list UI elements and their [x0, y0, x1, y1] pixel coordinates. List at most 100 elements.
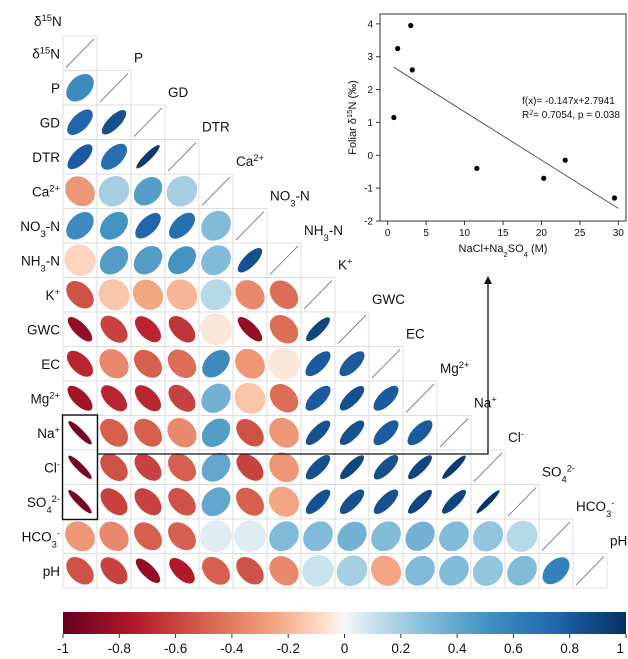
diagonal-mark	[303, 280, 333, 310]
correlation-ellipse	[507, 555, 537, 586]
correlation-ellipse	[439, 555, 469, 586]
colorbar-tick-label: -0.8	[108, 641, 131, 656]
col-label: DTR	[202, 120, 230, 135]
row-label: Mg2+	[30, 390, 60, 407]
correlation-ellipse	[340, 455, 364, 480]
y-tick-label: 0	[367, 151, 373, 162]
correlation-ellipse	[339, 386, 365, 411]
correlation-ellipse	[269, 556, 299, 586]
scatter-point	[391, 114, 397, 121]
correlation-ellipse	[67, 385, 93, 411]
correlation-ellipse	[236, 453, 264, 481]
colorbar-tick-label: -1	[57, 641, 69, 656]
correlation-ellipse	[235, 348, 265, 379]
regression-annotation: R2= 0.7054, p = 0.038	[522, 110, 620, 122]
diagonal-mark	[133, 107, 163, 137]
correlation-ellipse	[236, 487, 264, 516]
inset-scatter-plot: 0 5 10 15 20 25 30 -2 -1 0 1 2 3 4 f(x)= -0.147x+2.794…	[345, 13, 627, 259]
correlation-ellipse	[506, 520, 538, 552]
correlation-ellipse	[101, 110, 127, 135]
correlation-ellipse	[439, 521, 469, 552]
correlation-ellipse	[201, 487, 231, 517]
diagonal-mark	[371, 349, 401, 379]
colorbar-gradient	[63, 612, 626, 634]
correlation-ellipse	[98, 279, 130, 311]
connector-arrowhead	[484, 276, 492, 284]
correlation-ellipse	[66, 211, 94, 240]
correlation-ellipse	[134, 316, 162, 343]
correlation-ellipse	[305, 420, 331, 445]
correlation-ellipse	[305, 351, 331, 377]
row-label: K+	[45, 286, 60, 303]
correlation-ellipse	[200, 520, 232, 553]
correlation-ellipse	[65, 176, 95, 207]
row-label: Na+	[37, 424, 60, 441]
correlation-ellipse	[100, 385, 128, 412]
correlation-ellipse	[168, 453, 196, 482]
correlation-ellipse	[168, 522, 196, 551]
colorbar-tick-label: 0.4	[448, 641, 467, 656]
row-label: GD	[40, 115, 61, 130]
correlation-ellipse	[100, 143, 128, 170]
row-label: SO42-	[27, 493, 60, 515]
correlation-ellipse	[200, 279, 232, 311]
correlation-ellipse	[373, 489, 399, 514]
row-label: EC	[41, 357, 60, 372]
correlation-ellipse	[202, 349, 230, 378]
correlation-ellipse	[134, 488, 162, 516]
correlation-ellipse	[201, 418, 231, 447]
x-tick-label: 25	[574, 228, 586, 239]
colorbar: -1 -0.8 -0.6 -0.4 -0.2 0 0.2 0.4 0.6 0.8 1	[57, 612, 627, 656]
correlation-ellipse	[442, 455, 466, 479]
correlation-ellipse	[133, 246, 163, 275]
correlation-ellipse	[235, 280, 265, 310]
y-tick-label: 4	[367, 19, 373, 30]
row-label: Cl-	[44, 459, 60, 476]
correlation-ellipse	[339, 489, 365, 514]
correlation-ellipse	[168, 212, 196, 239]
correlation-ellipse	[407, 420, 433, 446]
x-tick-label: 30	[613, 228, 625, 239]
correlation-ellipse	[100, 557, 128, 585]
scatter-point	[395, 45, 401, 52]
row-label: HCO3-	[22, 528, 60, 550]
correlation-ellipse	[337, 521, 367, 551]
correlation-ellipse	[169, 557, 195, 584]
correlation-ellipse	[336, 555, 368, 587]
x-tick-label: 15	[497, 228, 509, 239]
correlation-ellipse	[166, 279, 198, 311]
correlation-ellipse	[67, 144, 93, 170]
correlation-ellipse	[168, 246, 196, 275]
correlation-ellipse	[373, 455, 399, 480]
correlation-matrix: δ15NPGDDTRCa2+NO3-NNH3-NK+GWCECMg2+Na+Cl…	[20, 13, 627, 589]
correlation-ellipse	[305, 489, 331, 514]
diagonal-mark	[507, 487, 537, 517]
col-label: P	[134, 51, 143, 66]
correlation-ellipse	[64, 244, 96, 276]
y-tick-label: 2	[367, 85, 373, 96]
correlation-ellipse	[66, 556, 94, 585]
row-label: P	[51, 81, 60, 96]
scatter-point	[562, 157, 568, 163]
colorbar-tick-label: 0.8	[560, 641, 579, 656]
correlation-ellipse	[408, 455, 432, 480]
correlation-ellipse	[237, 248, 263, 273]
col-label: Na+	[474, 394, 497, 411]
x-tick-label: 10	[459, 228, 471, 239]
correlation-ellipse	[269, 280, 299, 309]
correlation-ellipse	[303, 521, 333, 552]
correlation-ellipse	[132, 279, 164, 310]
colorbar-tick-label: -0.4	[220, 641, 244, 656]
colorbar-tick-label: -0.2	[277, 641, 300, 656]
scatter-point	[408, 22, 414, 29]
y-tick-label: 3	[367, 52, 373, 63]
regression-line	[393, 66, 619, 209]
x-tick-label: 5	[423, 228, 429, 239]
correlation-ellipse	[236, 556, 264, 585]
diagonal-mark	[235, 211, 265, 241]
correlation-ellipse	[134, 453, 162, 481]
correlation-ellipse	[236, 418, 264, 447]
correlation-ellipse	[373, 385, 399, 411]
diagonal-mark	[167, 142, 197, 172]
